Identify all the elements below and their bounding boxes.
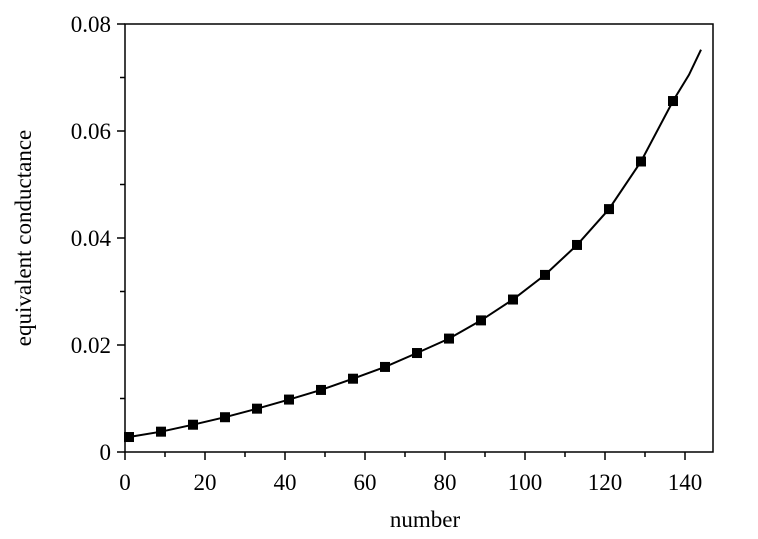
x-tick-label: 100	[508, 470, 543, 495]
x-tick-label: 60	[354, 470, 377, 495]
data-point-marker	[348, 373, 358, 384]
x-tick-label: 40	[274, 470, 297, 495]
x-tick-label: 20	[194, 470, 217, 495]
x-axis-label: number	[390, 507, 461, 532]
data-point-marker	[412, 348, 422, 359]
data-point-marker	[572, 239, 582, 250]
data-point-marker	[444, 333, 454, 344]
fit-curve	[124, 49, 702, 440]
y-tick-label: 0.04	[71, 226, 112, 251]
data-point-marker	[220, 412, 230, 423]
data-point-marker	[540, 269, 550, 280]
data-point-marker	[252, 403, 262, 414]
data-point-marker	[508, 294, 518, 305]
y-tick-label: 0.08	[71, 12, 111, 37]
y-tick-label: 0.06	[71, 119, 111, 144]
data-point-marker	[156, 426, 166, 437]
x-tick-label: 80	[434, 470, 457, 495]
data-point-marker	[668, 96, 678, 107]
x-tick-label: 120	[588, 470, 623, 495]
data-point-marker	[284, 394, 294, 405]
y-axis-label: equivalent conductance	[11, 130, 36, 346]
data-point-marker	[380, 361, 390, 372]
data-point-marker	[476, 315, 486, 326]
data-point-marker	[188, 419, 198, 430]
data-point-marker	[604, 204, 614, 215]
plot-frame	[124, 23, 714, 453]
y-tick-label: 0.02	[71, 333, 111, 358]
y-tick-label: 0	[100, 440, 112, 465]
x-tick-label: 0	[119, 470, 131, 495]
data-point-marker	[636, 156, 646, 167]
data-point-marker	[124, 432, 134, 443]
x-tick-label: 140	[668, 470, 703, 495]
data-point-marker	[316, 384, 326, 395]
